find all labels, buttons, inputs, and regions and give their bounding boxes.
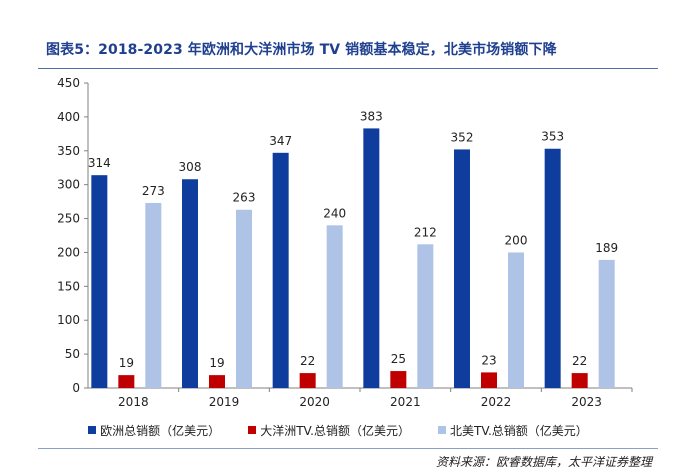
bar-2023-s0 — [544, 148, 561, 388]
title-bar: 图表5：2018-2023 年欧洲和大洋洲市场 TV 销额基本稳定，北美市场销额… — [38, 36, 658, 69]
data-label: 347 — [269, 134, 292, 148]
legend-item-1: 大洋洲TV.总销额（亿美元） — [248, 420, 410, 440]
bar-2020-s0 — [272, 152, 289, 388]
data-label: 352 — [451, 130, 474, 144]
chart-labels: 314 19 273 308 19 263 347 22 240 383 25 212 352 23 200… — [88, 109, 618, 370]
legend-label: 欧洲总销额（亿美元） — [100, 423, 221, 438]
bar-2019-s1 — [209, 375, 225, 388]
bar-2022-s0 — [454, 149, 470, 388]
x-tick-label: 2020 — [299, 395, 330, 409]
data-label: 22 — [300, 354, 315, 368]
data-label: 273 — [142, 184, 165, 198]
x-tick-label: 2019 — [209, 395, 240, 409]
data-label: 240 — [323, 206, 346, 220]
x-tick-label: 2022 — [481, 395, 512, 409]
data-label: 353 — [541, 130, 564, 144]
y-tick-label: 50 — [65, 347, 80, 361]
bar-2021-s2 — [417, 244, 434, 388]
legend-item-0: 欧洲总销额（亿美元） — [88, 420, 220, 440]
bar-2021-s0 — [363, 128, 380, 388]
bar-2018-s2 — [145, 202, 162, 388]
y-tick-label: 350 — [57, 144, 80, 158]
data-label: 23 — [481, 353, 496, 367]
bar-2022-s2 — [508, 252, 524, 388]
data-label: 19 — [209, 356, 224, 370]
bar-2018-s1 — [118, 375, 135, 388]
legend-label: 大洋洲TV.总销额（亿美元） — [260, 423, 410, 438]
legend-swatch — [438, 426, 446, 434]
y-tick-label: 250 — [57, 212, 80, 226]
bottom-rule — [38, 448, 658, 449]
bar-2023-s1 — [571, 373, 588, 388]
bar-2019-s0 — [182, 179, 198, 388]
bar-2022-s1 — [481, 372, 497, 388]
legend-label: 北美TV.总销额（亿美元） — [450, 423, 588, 438]
data-label: 308 — [179, 160, 202, 174]
y-tick-label: 300 — [57, 178, 80, 192]
bar-2020-s2 — [326, 225, 343, 388]
y-tick-label: 450 — [57, 76, 80, 90]
x-tick-label: 2018 — [118, 395, 149, 409]
x-tick-label: 2023 — [571, 395, 602, 409]
y-tick-label: 200 — [57, 245, 80, 259]
y-tick-label: 400 — [57, 110, 80, 124]
chart-axes: 0 50 100 150 200 250 300 350 400 450 2018 2019 2020 2… — [57, 76, 633, 409]
bar-2021-s1 — [390, 371, 407, 388]
x-tick-label: 2021 — [390, 395, 421, 409]
source-note: 资料来源：欧睿数据库，太平洋证券整理 — [435, 455, 652, 469]
data-label: 263 — [233, 191, 256, 205]
chart-bars — [91, 128, 615, 388]
y-tick-label: 150 — [57, 279, 80, 293]
bar-2019-s2 — [236, 209, 252, 388]
chart-legend: 欧洲总销额（亿美元） 大洋洲TV.总销额（亿美元） 北美TV.总销额（亿美元） — [0, 420, 676, 440]
bar-2023-s2 — [598, 259, 615, 388]
legend-swatch — [248, 426, 257, 434]
data-label: 314 — [88, 156, 111, 170]
y-tick-label: 0 — [72, 381, 80, 395]
data-label: 383 — [360, 109, 383, 123]
bar-2018-s0 — [91, 175, 108, 388]
legend-item-2: 北美TV.总销额（亿美元） — [438, 420, 588, 440]
bar-2020-s1 — [299, 373, 316, 388]
data-label: 22 — [572, 354, 587, 368]
data-label: 19 — [119, 356, 134, 370]
chart-title: 图表5：2018-2023 年欧洲和大洋洲市场 TV 销额基本稳定，北美市场销额… — [46, 42, 557, 58]
y-tick-label: 100 — [57, 313, 80, 327]
data-label: 25 — [391, 352, 406, 366]
data-label: 212 — [414, 225, 437, 239]
legend-swatch — [88, 426, 97, 434]
data-label: 200 — [505, 233, 528, 247]
data-label: 189 — [595, 241, 618, 255]
